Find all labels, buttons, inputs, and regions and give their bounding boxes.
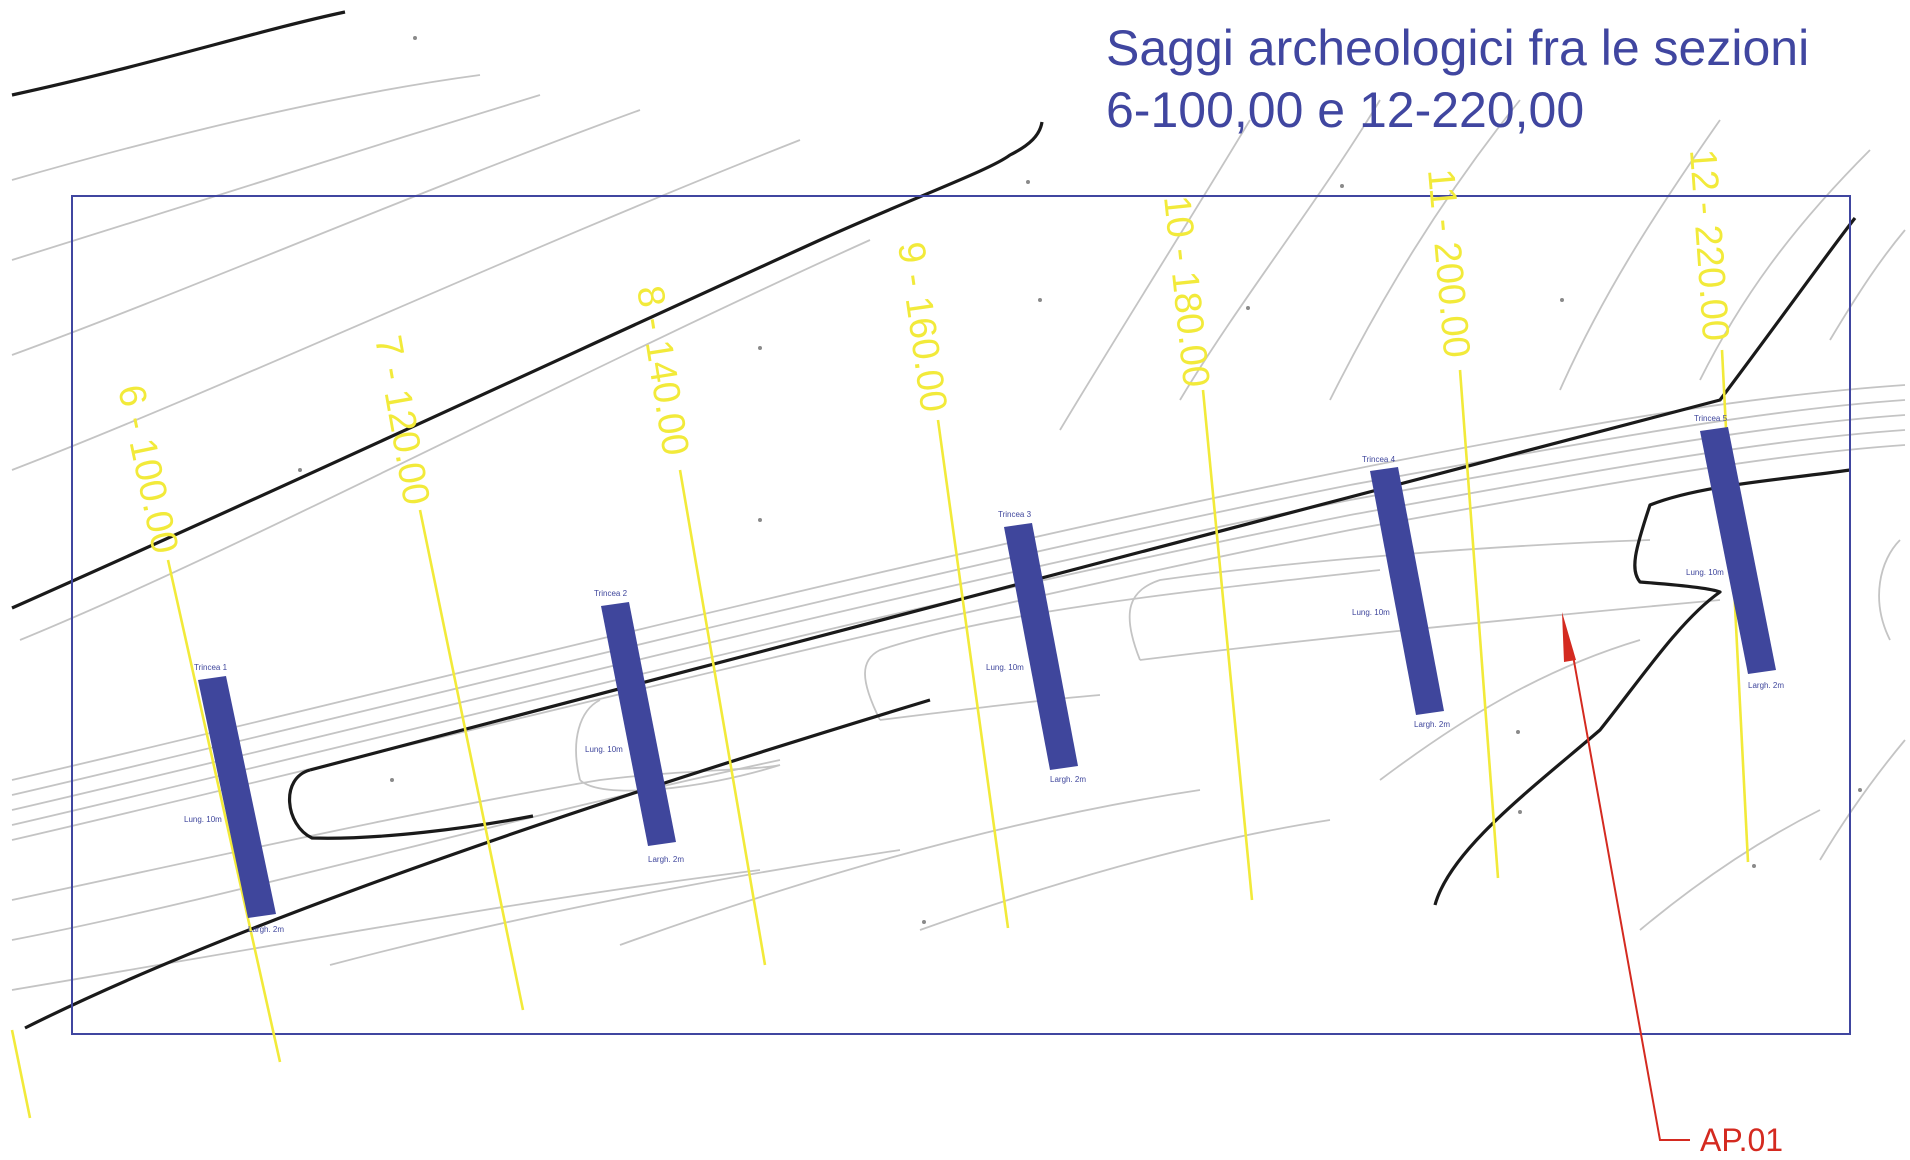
trench-4: Trincea 4 Lung. 10m Largh. 2m: [1352, 455, 1450, 729]
trench-1-name: Trincea 1: [194, 663, 228, 672]
survey-area-frame: [71, 195, 1851, 1035]
terrain-edges: [11, 10, 1857, 1030]
trench-2-shape: [601, 602, 676, 846]
section-label-9: 9 - 160.00: [889, 239, 954, 414]
trench-3-length: Lung. 10m: [986, 663, 1024, 672]
map-title-line1: Saggi archeologici fra le sezioni: [1106, 20, 1809, 76]
section-line-6: [166, 559, 282, 1063]
section-line-8: [678, 469, 767, 966]
section-line-10: [1201, 389, 1254, 901]
trench-2-length: Lung. 10m: [585, 745, 623, 754]
trench-1-length: Lung. 10m: [184, 815, 222, 824]
trench-1-width: Largh. 2m: [248, 925, 284, 934]
section-label-8: 8 - 140.00: [628, 283, 696, 459]
trench-5-width: Largh. 2m: [1748, 681, 1784, 690]
trench-3-shape: [1004, 523, 1078, 770]
section-label-12: 12 - 220.00: [1681, 148, 1736, 343]
trench-3-width: Largh. 2m: [1050, 775, 1086, 784]
trench-4-name: Trincea 4: [1362, 455, 1396, 464]
section-line-11: [1458, 369, 1500, 879]
trench-2-width: Largh. 2m: [648, 855, 684, 864]
callout-ap01: AP.01: [1562, 612, 1783, 1158]
callout-label: AP.01: [1700, 1122, 1783, 1158]
section-lines: [10, 349, 1750, 1119]
trench-2-name: Trincea 2: [594, 589, 628, 598]
section-line-7: [418, 509, 525, 1011]
section-label-10: 10 - 180.00: [1155, 194, 1217, 390]
trench-5-length: Lung. 10m: [1686, 568, 1724, 577]
trench-1-shape: [198, 676, 276, 918]
trench-5-name: Trincea 5: [1694, 414, 1728, 423]
trench-3: Trincea 3 Lung. 10m Largh. 2m: [986, 510, 1086, 784]
section-labels: 6 - 100.00 7 - 120.00 8 - 140.00 9 - 160…: [109, 148, 1736, 558]
survey-points: [298, 36, 1862, 924]
map-title-line2: 6-100,00 e 12-220,00: [1106, 82, 1584, 138]
section-label-6: 6 - 100.00: [109, 381, 186, 557]
callout-leader-line: [1571, 649, 1690, 1141]
trench-4-length: Lung. 10m: [1352, 608, 1390, 617]
trench-4-shape: [1370, 467, 1444, 715]
contour-lines: [11, 74, 1906, 991]
trench-1: Trincea 1 Lung. 10m Largh. 2m: [184, 663, 284, 934]
trench-5: Trincea 5 Lung. 10m Largh. 2m: [1686, 414, 1784, 690]
trench-3-name: Trincea 3: [998, 510, 1032, 519]
section-line-extension: [10, 1029, 32, 1119]
trench-2: Trincea 2 Lung. 10m Largh. 2m: [585, 589, 684, 864]
trench-5-shape: [1700, 427, 1776, 674]
trench-4-width: Largh. 2m: [1414, 720, 1450, 729]
callout-arrowhead: [1562, 612, 1576, 662]
section-line-9: [936, 419, 1010, 929]
